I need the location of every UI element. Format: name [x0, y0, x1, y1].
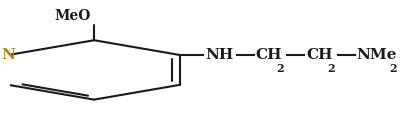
Text: 2: 2	[389, 63, 397, 74]
Text: 2: 2	[277, 63, 284, 74]
Text: NH: NH	[205, 48, 233, 62]
Text: MeO: MeO	[54, 9, 90, 23]
Text: NMe: NMe	[357, 48, 397, 62]
Text: N: N	[1, 48, 15, 62]
Text: CH: CH	[256, 48, 282, 62]
Text: CH: CH	[306, 48, 333, 62]
Text: 2: 2	[327, 63, 335, 74]
